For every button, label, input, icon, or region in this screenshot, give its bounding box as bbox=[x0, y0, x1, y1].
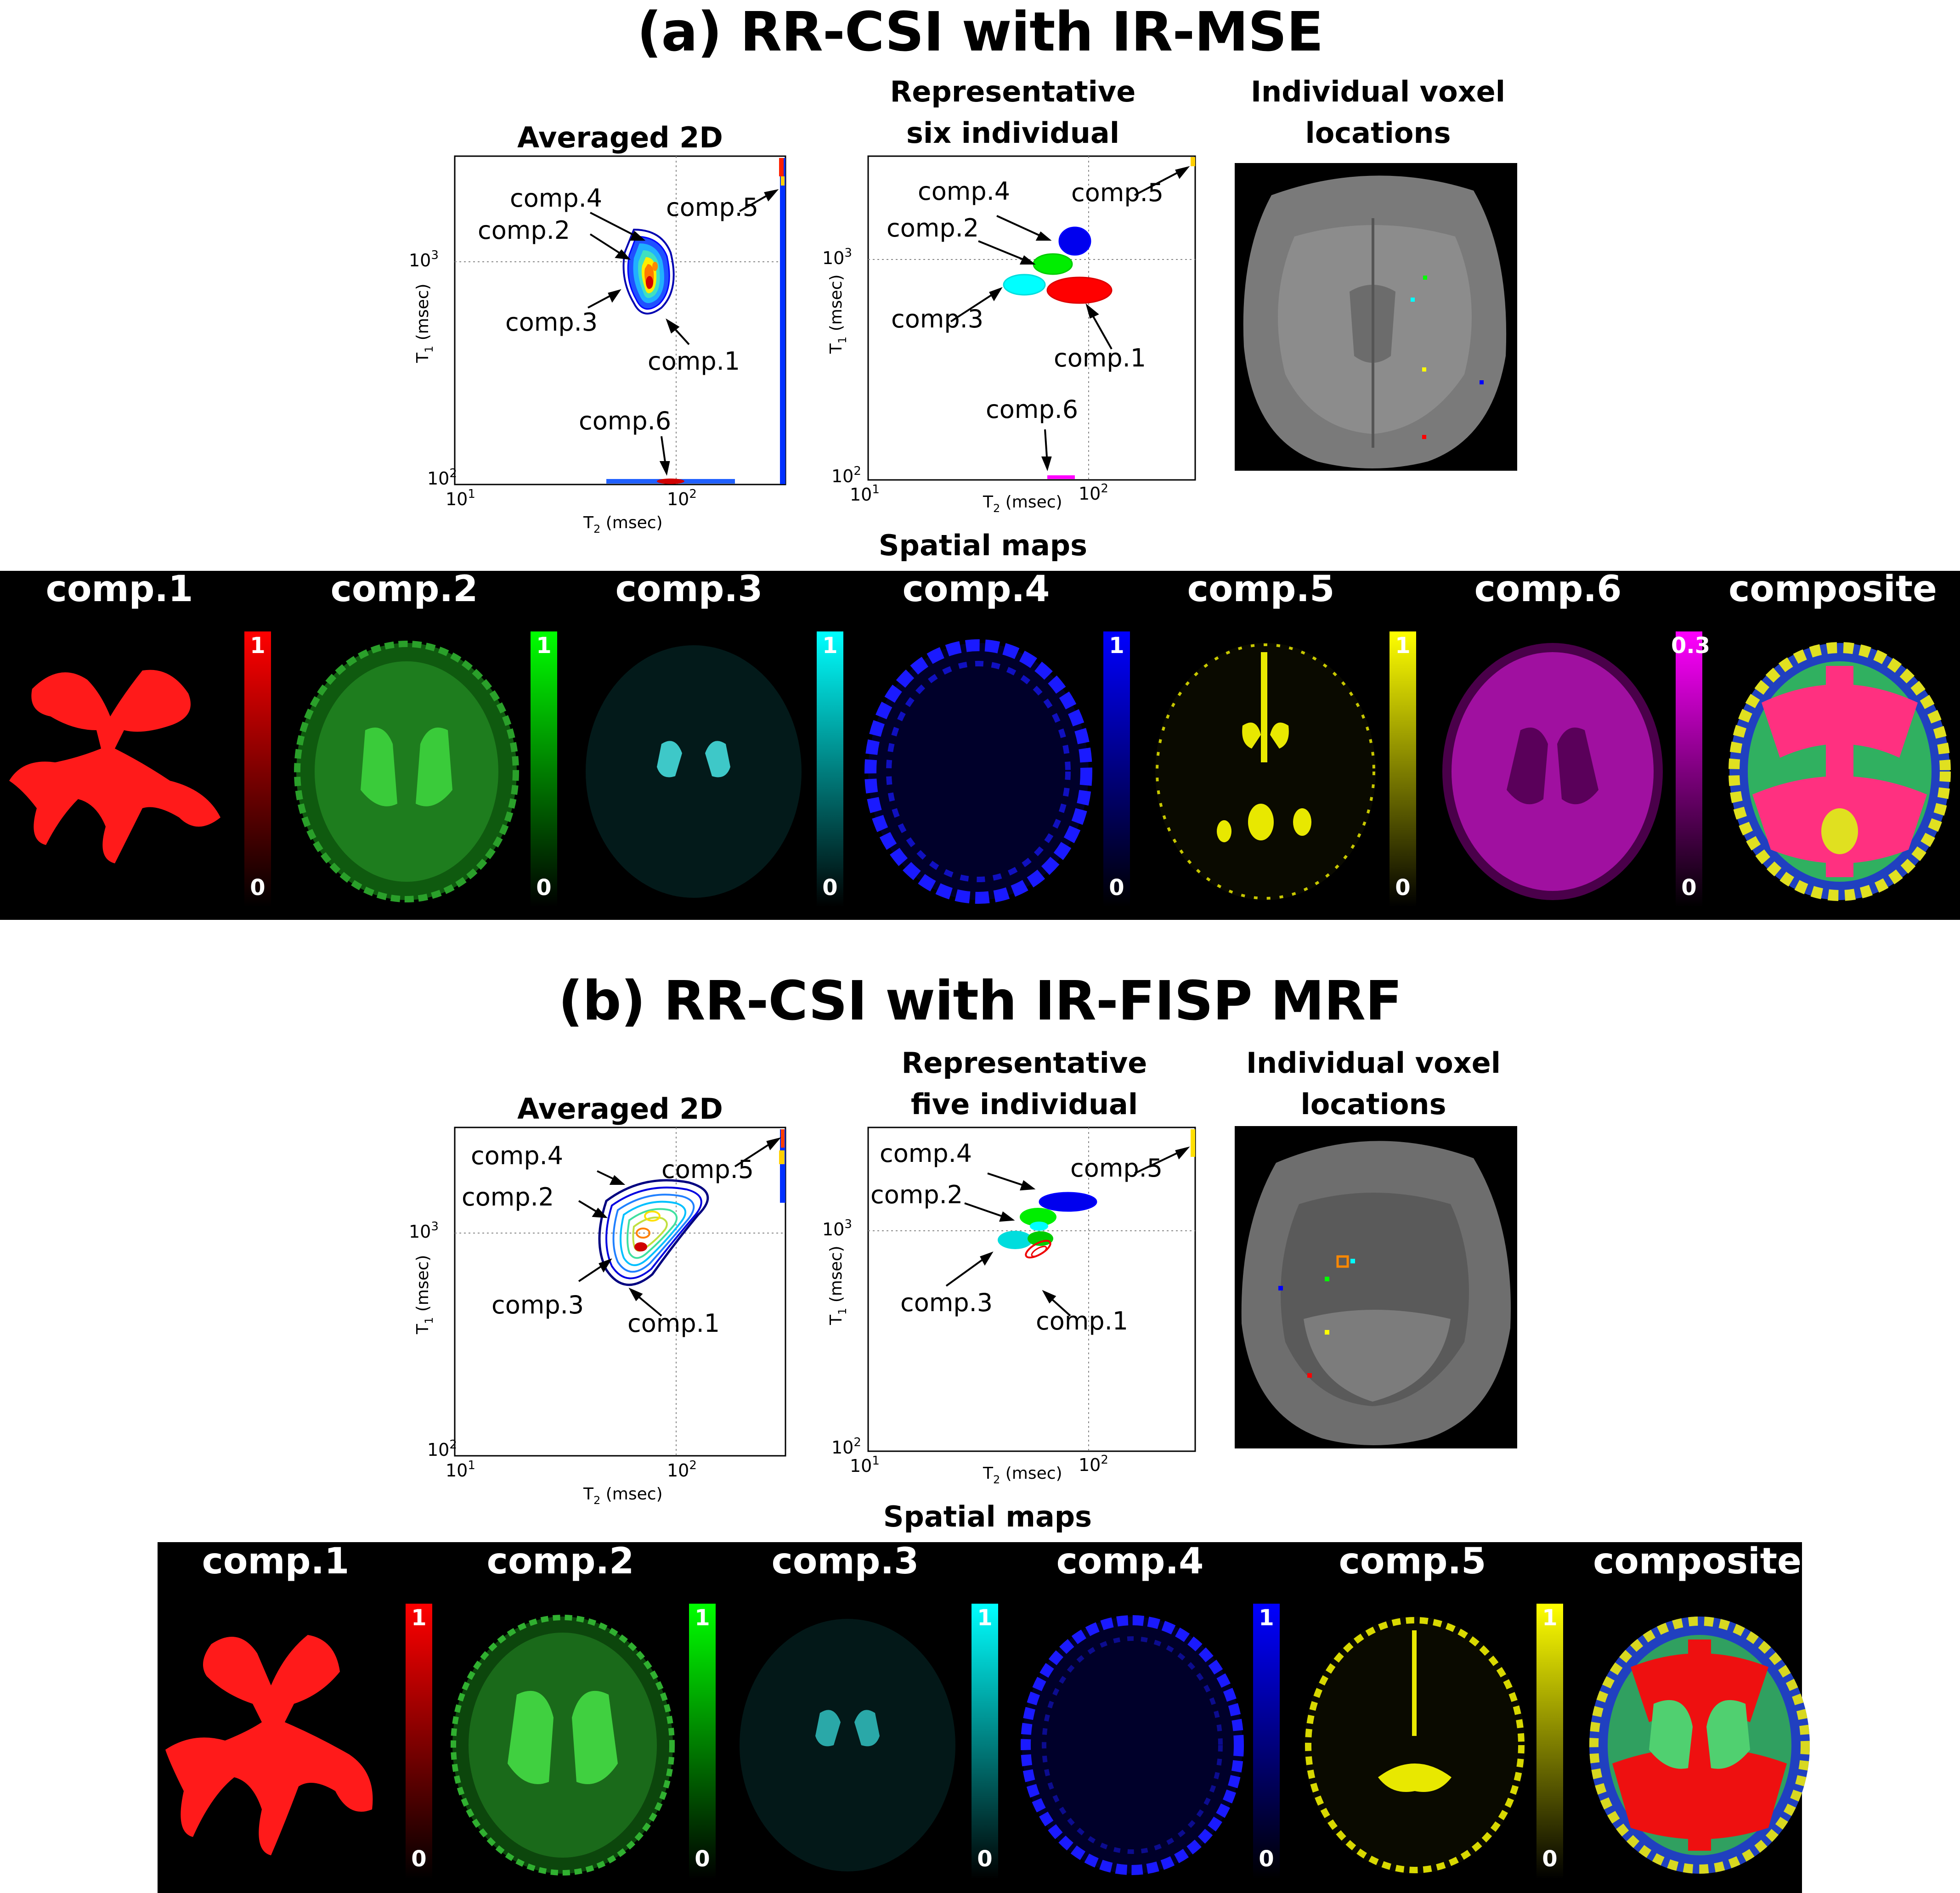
svg-text:102: 102 bbox=[831, 464, 861, 486]
part-b-loc-title: Individual voxel locations bbox=[1246, 1046, 1501, 1121]
part-a-map-label-3: comp.3 bbox=[615, 569, 763, 610]
svg-text:102: 102 bbox=[1079, 482, 1108, 504]
part-b-map-comp4 bbox=[1021, 1615, 1244, 1875]
svg-text:comp.4: comp.4 bbox=[918, 177, 1010, 206]
part-a-colorbar-6 bbox=[1676, 631, 1702, 907]
part-b-avg-spectrum: comp.4 comp.2 comp.3 comp.1 comp.5 103 1… bbox=[409, 1127, 786, 1507]
part-a-avg-xlabel: T2 (msec) bbox=[583, 513, 663, 535]
part-a-map-comp3 bbox=[586, 645, 802, 898]
part-b-maps-title: Spatial maps bbox=[883, 1500, 1092, 1533]
part-b-colorbar-2 bbox=[689, 1604, 716, 1879]
svg-text:102: 102 bbox=[427, 467, 457, 489]
part-b-colorbar-3 bbox=[972, 1604, 998, 1879]
svg-text:comp.3: comp.3 bbox=[891, 304, 983, 333]
svg-text:T2 (msec): T2 (msec) bbox=[983, 1464, 1062, 1486]
part-a-map-comp6 bbox=[1442, 643, 1663, 900]
part-a-map-label-6: comp.6 bbox=[1474, 569, 1622, 610]
part-b-indiv-spectra: comp.4 comp.2 comp.3 comp.1 comp.5 103 1… bbox=[822, 1127, 1196, 1486]
part-a-colorbar-2 bbox=[531, 631, 557, 907]
part-b-map-comp2 bbox=[451, 1615, 675, 1876]
part-b-map-comp3 bbox=[740, 1619, 955, 1871]
part-a-map-comp1 bbox=[9, 670, 220, 863]
svg-text:103: 103 bbox=[409, 248, 439, 270]
part-a-avg-label-comp6: comp.6 bbox=[579, 406, 671, 435]
part-a-avg-contours bbox=[622, 228, 675, 315]
svg-text:comp.4: comp.4 bbox=[471, 1141, 563, 1170]
svg-text:comp.4: comp.4 bbox=[880, 1139, 972, 1168]
svg-text:comp.2: comp.2 bbox=[870, 1180, 963, 1209]
part-a-map-comp4 bbox=[864, 639, 1092, 904]
part-a-indiv-arrows bbox=[950, 166, 1190, 471]
part-a-colorbar-1 bbox=[244, 631, 271, 907]
svg-text:comp.1: comp.1 bbox=[1054, 344, 1146, 372]
svg-text:101: 101 bbox=[446, 1459, 475, 1481]
svg-text:comp.2: comp.2 bbox=[887, 214, 979, 242]
svg-text:101: 101 bbox=[446, 487, 475, 509]
svg-text:101: 101 bbox=[850, 483, 880, 505]
svg-text:comp.6: comp.6 bbox=[986, 395, 1078, 424]
svg-text:103: 103 bbox=[409, 1220, 439, 1242]
part-b-colorbar-4 bbox=[1253, 1604, 1280, 1879]
svg-text:T1 (msec): T1 (msec) bbox=[827, 274, 849, 354]
part-a-avg-spectrum: comp.4 comp.2 comp.3 comp.1 comp.5 comp.… bbox=[409, 155, 786, 535]
part-a-indiv-spectra: comp.4 comp.2 comp.3 comp.1 comp.5 comp.… bbox=[822, 155, 1196, 515]
svg-text:103: 103 bbox=[822, 246, 852, 268]
svg-text:T1 (msec): T1 (msec) bbox=[827, 1245, 849, 1325]
part-b-map-composite bbox=[1589, 1617, 1810, 1874]
svg-text:T1 (msec): T1 (msec) bbox=[413, 1255, 435, 1335]
part-b-colorbar-1 bbox=[406, 1604, 432, 1879]
svg-text:102: 102 bbox=[667, 1459, 697, 1481]
svg-text:102: 102 bbox=[1079, 1453, 1108, 1475]
svg-text:comp.3: comp.3 bbox=[491, 1290, 584, 1319]
svg-text:comp.5: comp.5 bbox=[661, 1155, 754, 1184]
part-a-map-label-5: comp.5 bbox=[1187, 569, 1335, 610]
svg-text:comp.1: comp.1 bbox=[627, 1309, 720, 1338]
part-b-map-comp1 bbox=[165, 1635, 373, 1855]
part-a-map-comp2 bbox=[294, 641, 519, 902]
svg-text:102: 102 bbox=[831, 1436, 861, 1458]
part-a-avg-label-comp5: comp.5 bbox=[666, 193, 758, 222]
part-a-avg-label-comp4: comp.4 bbox=[510, 184, 602, 213]
part-a-colorbar-4 bbox=[1103, 631, 1130, 907]
part-b-colorbar-5 bbox=[1536, 1604, 1563, 1879]
svg-text:103: 103 bbox=[822, 1217, 852, 1239]
part-a-avg-label-comp3: comp.3 bbox=[505, 308, 598, 337]
svg-text:101: 101 bbox=[850, 1454, 880, 1476]
part-a-avg-arrows bbox=[587, 189, 779, 476]
part-a-map-label-1: comp.1 bbox=[45, 569, 193, 610]
part-a-indiv-blobs bbox=[1003, 157, 1195, 479]
part-b-avg-contours bbox=[598, 1179, 709, 1286]
part-b-voxel-location-image bbox=[1235, 1126, 1517, 1448]
svg-text:comp.2: comp.2 bbox=[462, 1183, 554, 1211]
part-a-colorbar-3 bbox=[817, 631, 843, 907]
part-a-maps-title: Spatial maps bbox=[878, 529, 1088, 562]
part-a-colorbar-5 bbox=[1390, 631, 1416, 907]
part-b-map-comp5 bbox=[1305, 1617, 1525, 1874]
part-a-avg-ylabel: T1 (msec) bbox=[413, 283, 435, 363]
part-a-map-composite bbox=[1728, 642, 1951, 901]
part-a-map-comp5 bbox=[1155, 643, 1376, 900]
svg-text:T2 (msec): T2 (msec) bbox=[583, 1485, 663, 1507]
svg-text:T2 (msec): T2 (msec) bbox=[983, 493, 1062, 515]
part-a-avg-label-comp2: comp.2 bbox=[478, 216, 570, 245]
part-b-title: (b) RR-CSI with IR-FISP MRF bbox=[558, 969, 1402, 1032]
part-a-voxel-location-image bbox=[1235, 163, 1517, 471]
part-a-map-label-composite: composite bbox=[1728, 569, 1937, 610]
part-a-map-label-4: comp.4 bbox=[902, 569, 1050, 610]
svg-text:102: 102 bbox=[667, 487, 697, 509]
svg-text:comp.5: comp.5 bbox=[1070, 1154, 1163, 1183]
svg-text:comp.5: comp.5 bbox=[1071, 178, 1164, 207]
svg-text:comp.3: comp.3 bbox=[900, 1288, 993, 1317]
part-a-loc-title: Individual voxel locations bbox=[1250, 75, 1505, 150]
svg-text:comp.1: comp.1 bbox=[1036, 1307, 1128, 1335]
part-a-map-label-2: comp.2 bbox=[330, 569, 478, 610]
part-a-avg-label-comp1: comp.1 bbox=[648, 347, 740, 376]
part-a-title: (a) RR-CSI with IR-MSE bbox=[637, 0, 1324, 63]
svg-text:102: 102 bbox=[427, 1438, 457, 1460]
